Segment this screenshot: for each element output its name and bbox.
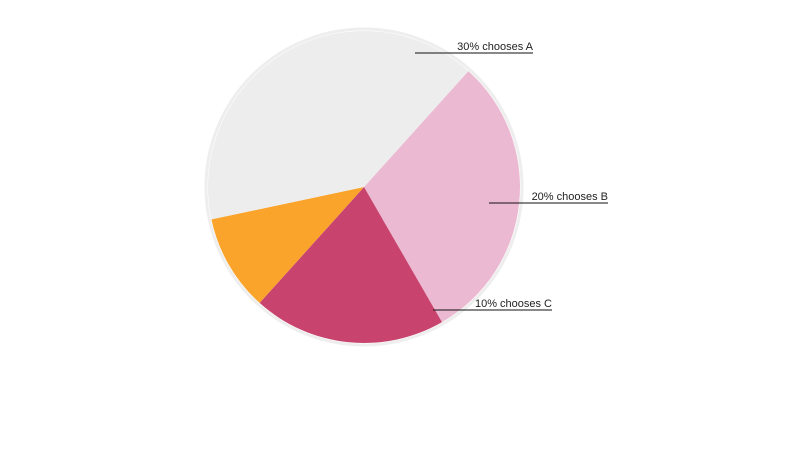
pie-slices — [204, 27, 524, 347]
pie-labels: 30% chooses A 20% chooses B 10% chooses C — [415, 41, 608, 311]
pie-slice-c — [211, 187, 364, 303]
pie-slice-remainder — [208, 30, 469, 220]
slice-label: 10% chooses C — [475, 298, 552, 310]
pie-slice-a — [364, 71, 520, 323]
pie-border — [204, 27, 524, 347]
pie-slice-b — [259, 187, 442, 343]
slice-label: 20% chooses B — [532, 191, 608, 203]
slice-label: 30% chooses A — [457, 41, 533, 53]
